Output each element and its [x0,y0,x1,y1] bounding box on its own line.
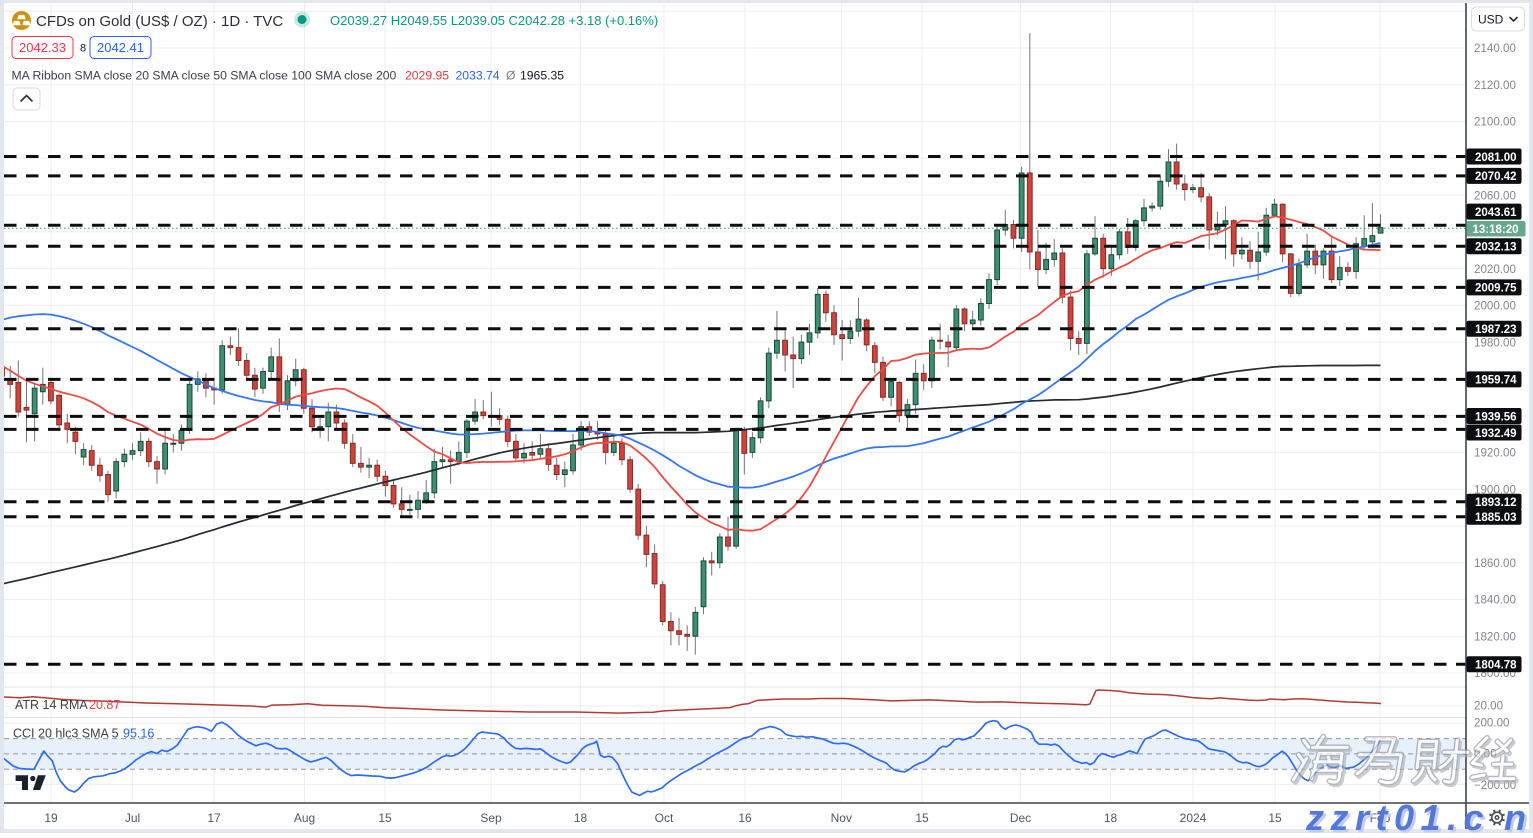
svg-text:2024: 2024 [1180,811,1207,825]
svg-text:1893.12: 1893.12 [1475,497,1517,509]
svg-text:16: 16 [738,811,752,825]
svg-text:1965.35: 1965.35 [520,69,564,83]
svg-text:1804.78: 1804.78 [1475,660,1517,672]
svg-text:2029.95: 2029.95 [405,69,449,83]
svg-text:2120.00: 2120.00 [1474,79,1516,92]
svg-text:CFDs on Gold (US$ / OZ) · 1D ·: CFDs on Gold (US$ / OZ) · 1D · TVC [36,13,283,30]
svg-text:95.16: 95.16 [123,727,154,741]
svg-text:1939.56: 1939.56 [1475,411,1517,423]
svg-text:1920.00: 1920.00 [1474,447,1516,460]
svg-text:200.00: 200.00 [1474,717,1509,730]
svg-text:1885.03: 1885.03 [1475,512,1517,524]
svg-text:2043.61: 2043.61 [1475,207,1517,219]
svg-text:Aug: Aug [294,811,315,825]
svg-text:ATR 14 RMA: ATR 14 RMA [15,698,88,712]
svg-text:MA Ribbon SMA close 20 SMA clo: MA Ribbon SMA close 20 SMA close 50 SMA … [12,69,397,83]
svg-text:15: 15 [915,811,929,825]
svg-text:Ø: Ø [506,69,516,83]
svg-text:zzrt01.c: zzrt01.c [1305,797,1490,833]
svg-text:Dec: Dec [1010,811,1031,825]
svg-text:2032.13: 2032.13 [1475,242,1517,254]
svg-text:15: 15 [1268,811,1282,825]
svg-text:2100.00: 2100.00 [1474,116,1516,129]
svg-text:2081.00: 2081.00 [1475,152,1517,164]
svg-text:8: 8 [80,43,86,55]
svg-text:2060.00: 2060.00 [1474,189,1516,202]
svg-text:1932.49: 1932.49 [1475,428,1517,440]
svg-text:18: 18 [1104,811,1118,825]
svg-text:1959.74: 1959.74 [1475,375,1517,387]
svg-text:1980.00: 1980.00 [1474,336,1516,349]
svg-text:Oct: Oct [655,811,674,825]
svg-text:2009.75: 2009.75 [1475,283,1517,295]
svg-text:20.87: 20.87 [89,698,120,712]
svg-text:1840.00: 1840.00 [1474,594,1516,607]
svg-text:2042.41: 2042.41 [97,40,144,55]
svg-text:CCI 20 hlc3 SMA 5: CCI 20 hlc3 SMA 5 [13,727,119,741]
svg-text:1820.00: 1820.00 [1474,630,1516,643]
svg-text:19: 19 [44,811,58,825]
svg-text:n: n [1504,797,1533,833]
svg-text:15: 15 [378,811,392,825]
svg-text:13:18:20: 13:18:20 [1473,224,1519,236]
svg-text:2033.74: 2033.74 [456,69,500,83]
svg-text:2070.42: 2070.42 [1475,171,1517,183]
svg-text:O2039.27 H2049.55 L2039.05: O2039.27 H2049.55 L2039.05 C2042.28 +3.1… [330,13,658,28]
svg-text:2042.33: 2042.33 [19,40,66,55]
svg-text:2020.00: 2020.00 [1474,263,1516,276]
svg-text:17: 17 [207,811,221,825]
svg-text:1860.00: 1860.00 [1474,557,1516,570]
svg-text:2000.00: 2000.00 [1474,300,1516,313]
svg-text:20.00: 20.00 [1474,699,1503,712]
svg-text:Sep: Sep [480,811,502,825]
svg-text:Nov: Nov [831,811,852,825]
svg-text:Jul: Jul [125,811,140,825]
svg-text:2140.00: 2140.00 [1474,42,1516,55]
svg-text:USD: USD [1478,13,1504,27]
svg-text:1987.23: 1987.23 [1475,324,1517,336]
svg-text:18: 18 [574,811,588,825]
